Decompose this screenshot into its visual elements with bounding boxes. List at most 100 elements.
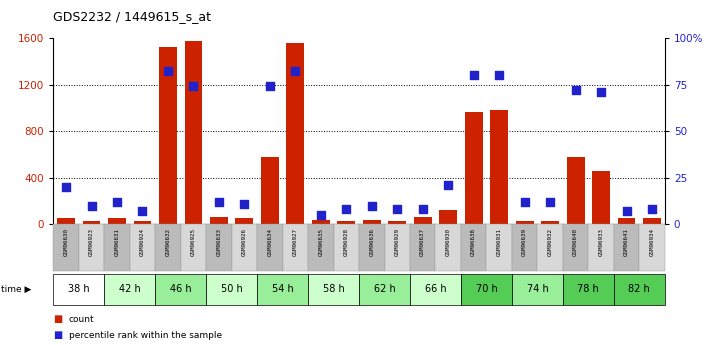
Bar	[512, 274, 563, 305]
Bar	[155, 274, 206, 305]
Point	[315, 212, 326, 218]
Bar	[388, 221, 406, 224]
Bar	[308, 274, 359, 305]
Bar	[491, 110, 508, 224]
Text: GSM96630: GSM96630	[63, 228, 68, 256]
Point	[289, 69, 301, 74]
Bar	[567, 157, 584, 224]
Bar	[129, 224, 155, 271]
Point	[162, 69, 173, 74]
Text: 54 h: 54 h	[272, 284, 294, 294]
Point	[621, 208, 632, 214]
Bar	[134, 221, 151, 224]
Text: GSM96929: GSM96929	[395, 228, 400, 256]
Text: GSM96636: GSM96636	[369, 228, 374, 256]
Point	[392, 207, 403, 212]
Text: GDS2232 / 1449615_s_at: GDS2232 / 1449615_s_at	[53, 10, 211, 23]
Bar	[410, 224, 435, 271]
Point	[570, 87, 582, 93]
Bar	[159, 47, 177, 224]
Bar	[359, 224, 385, 271]
Text: GSM96639: GSM96639	[522, 228, 527, 256]
Text: GSM96641: GSM96641	[624, 228, 629, 256]
Text: GSM96926: GSM96926	[242, 228, 247, 256]
Point	[519, 199, 530, 205]
Point	[188, 83, 199, 89]
Bar	[185, 41, 203, 224]
Point	[442, 183, 454, 188]
Bar	[333, 224, 359, 271]
Text: GSM96632: GSM96632	[166, 228, 171, 256]
Bar	[515, 221, 533, 224]
Text: GSM96640: GSM96640	[573, 228, 578, 256]
Bar	[410, 274, 461, 305]
Text: 82 h: 82 h	[629, 284, 650, 294]
Bar	[538, 224, 563, 271]
Bar	[589, 224, 614, 271]
Bar	[82, 221, 100, 224]
Bar	[105, 274, 155, 305]
Bar	[618, 218, 636, 224]
Bar	[563, 224, 589, 271]
Text: GSM96635: GSM96635	[319, 228, 324, 256]
Text: GSM96931: GSM96931	[497, 228, 502, 256]
Text: GSM96631: GSM96631	[114, 228, 119, 256]
Bar	[312, 220, 330, 224]
Bar	[643, 218, 661, 224]
Text: GSM96923: GSM96923	[89, 228, 94, 256]
Bar	[105, 224, 129, 271]
Point	[137, 208, 148, 214]
Bar	[210, 217, 228, 224]
Bar	[592, 171, 610, 224]
Bar	[439, 210, 457, 224]
Text: GSM96934: GSM96934	[650, 228, 655, 256]
Text: 58 h: 58 h	[323, 284, 344, 294]
Text: GSM96933: GSM96933	[599, 228, 604, 256]
Text: GSM96928: GSM96928	[344, 228, 349, 256]
Text: ■: ■	[53, 331, 63, 340]
Text: GSM96637: GSM96637	[420, 228, 425, 256]
Text: GSM96930: GSM96930	[446, 228, 451, 256]
Text: GSM96633: GSM96633	[216, 228, 221, 256]
Point	[493, 72, 505, 78]
Text: GSM96924: GSM96924	[140, 228, 145, 256]
Text: 46 h: 46 h	[170, 284, 191, 294]
Bar	[257, 224, 283, 271]
Bar	[614, 224, 639, 271]
Bar	[206, 274, 257, 305]
Text: count: count	[69, 315, 95, 324]
Bar	[359, 274, 410, 305]
Bar	[338, 221, 356, 224]
Point	[545, 199, 556, 205]
Text: 78 h: 78 h	[577, 284, 599, 294]
Bar	[363, 220, 380, 224]
Point	[595, 89, 606, 95]
Bar	[563, 274, 614, 305]
Bar	[261, 157, 279, 224]
Text: 66 h: 66 h	[424, 284, 447, 294]
Bar	[108, 218, 126, 224]
Text: ■: ■	[53, 314, 63, 324]
Text: GSM96932: GSM96932	[547, 228, 552, 256]
Bar	[461, 274, 512, 305]
Bar	[308, 224, 333, 271]
Text: 62 h: 62 h	[374, 284, 395, 294]
Point	[86, 203, 97, 208]
Bar	[57, 218, 75, 224]
Bar	[257, 274, 308, 305]
Bar	[53, 274, 105, 305]
Text: GSM96927: GSM96927	[293, 228, 298, 256]
Bar	[614, 274, 665, 305]
Bar	[461, 224, 486, 271]
Point	[417, 207, 429, 212]
Bar	[414, 217, 432, 224]
Text: percentile rank within the sample: percentile rank within the sample	[69, 331, 222, 340]
Bar	[155, 224, 181, 271]
Bar	[206, 224, 232, 271]
Bar	[465, 112, 483, 224]
Text: 38 h: 38 h	[68, 284, 90, 294]
Text: 70 h: 70 h	[476, 284, 497, 294]
Bar	[385, 224, 410, 271]
Bar	[181, 224, 206, 271]
Point	[112, 199, 123, 205]
